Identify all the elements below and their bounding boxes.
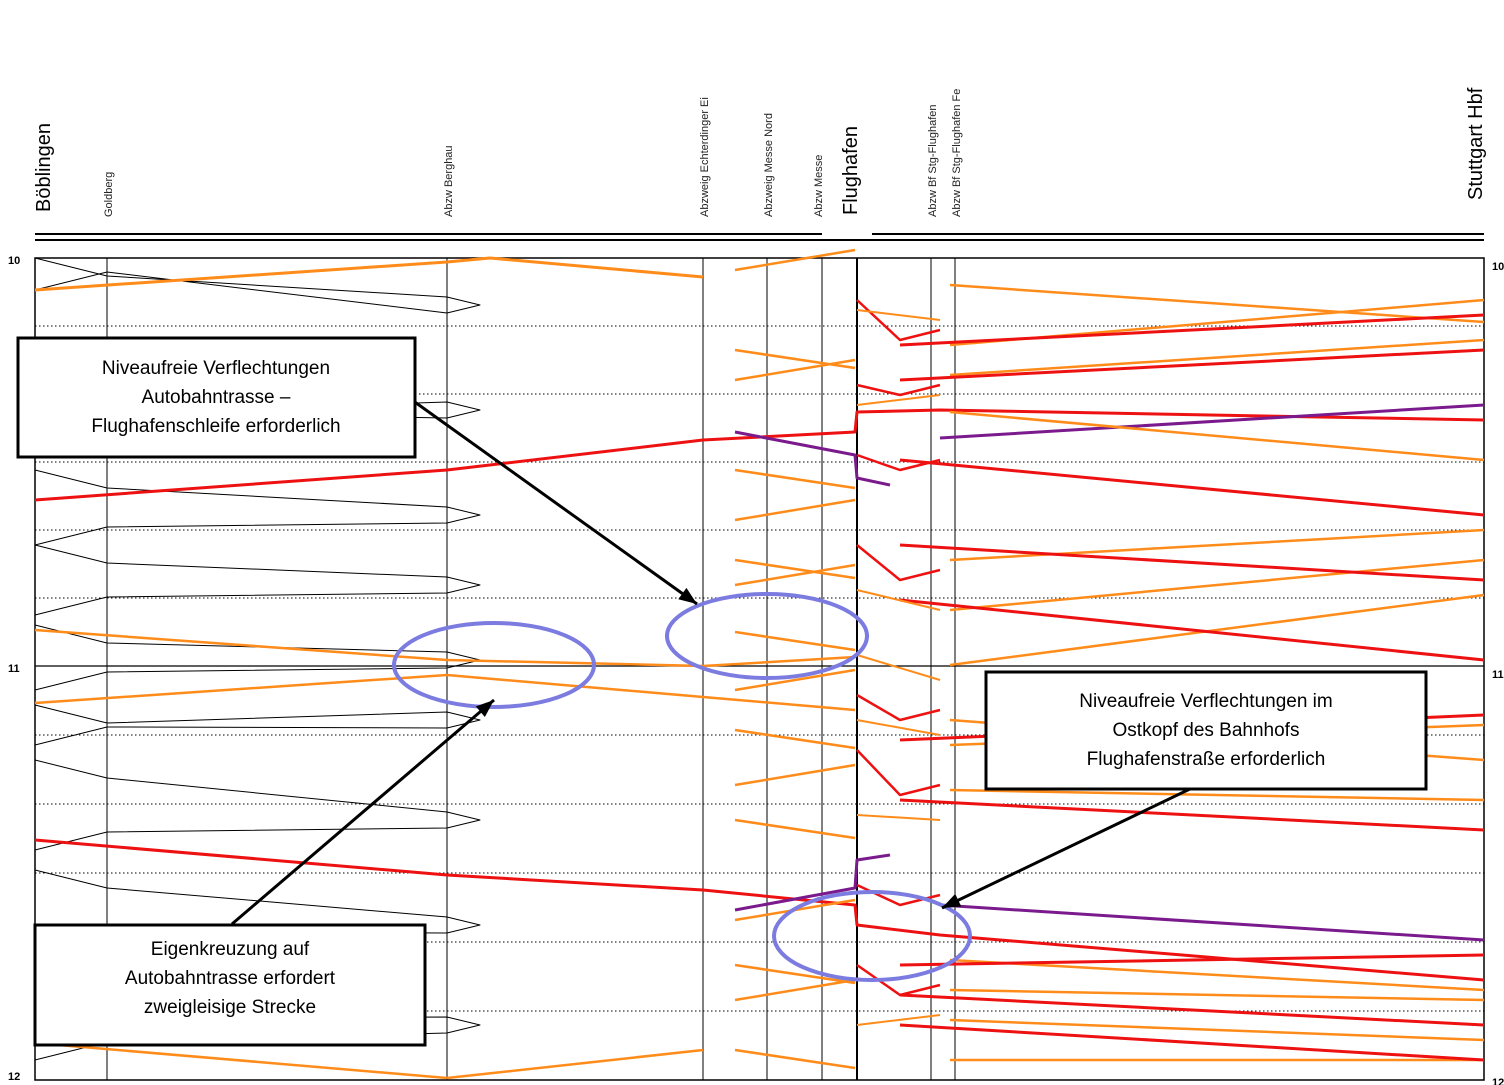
- conflict-ellipses: [394, 594, 970, 980]
- red-train-path: [900, 315, 1484, 345]
- orange-train-path: [950, 990, 1484, 1000]
- orange-train-path: [735, 350, 855, 368]
- black-train-path: [35, 545, 480, 615]
- orange-train-path: [950, 340, 1484, 375]
- orange-train-path: [735, 730, 855, 748]
- callout-box-top-left: Niveaufreie Verflechtungen Autobahntrasse…: [18, 338, 415, 457]
- callout-box-right: Niveaufreie Verflechtungen im Ostkopf des…: [986, 672, 1426, 789]
- orange-train-path: [35, 630, 855, 666]
- red-train-path: [857, 300, 940, 340]
- callout-arrowhead: [942, 894, 961, 908]
- black-train-path: [35, 470, 480, 545]
- orange-train-path: [735, 765, 855, 785]
- orange-train-path: [857, 815, 940, 820]
- hour-label-left: 11: [8, 663, 20, 675]
- station-label: Flughafen: [840, 126, 862, 215]
- hour-label-right: 10: [1492, 261, 1504, 273]
- red-train-path: [857, 695, 940, 720]
- orange-train-path: [447, 1050, 703, 1078]
- orange-train-path: [950, 530, 1484, 560]
- callout-text-line: Ostkopf des Bahnhofs: [1113, 720, 1300, 741]
- orange-train-path: [35, 258, 703, 290]
- callout-text-line: Flughafenschleife erforderlich: [91, 416, 340, 437]
- red-train-path: [900, 350, 1484, 380]
- orange-train-path: [735, 980, 855, 1000]
- station-label: Goldberg: [103, 172, 115, 217]
- station-label: Abzweig Echterdinger Ei: [699, 97, 711, 217]
- orange-train-path: [857, 1015, 940, 1025]
- orange-train-path: [735, 820, 855, 838]
- black-train-path: [35, 705, 480, 745]
- red-train-path: [857, 545, 940, 580]
- station-labels: Böblingen Goldberg Abzw Berghau Abzweig Ech…: [33, 87, 1487, 217]
- station-label: Abzw Berghau: [443, 145, 455, 217]
- orange-train-path: [735, 670, 855, 690]
- callout-arrow-line: [942, 788, 1192, 908]
- station-label: Böblingen: [33, 123, 55, 212]
- orange-train-path: [35, 675, 855, 710]
- orange-train-path: [857, 310, 940, 320]
- callout-arrows: [232, 400, 1192, 924]
- station-label: Abzweig Messe Nord: [763, 113, 775, 217]
- orange-train-path: [735, 632, 855, 650]
- orange-train-path: [735, 470, 855, 488]
- red-train-path: [857, 750, 940, 795]
- orange-train-path: [950, 960, 1484, 990]
- callout-box-bottom-left: Eigenkreuzung auf Autobahntrasse erforder…: [35, 925, 425, 1045]
- callout-text-line: Autobahntrasse erfordert: [125, 968, 336, 989]
- station-label: Stuttgart Hbf: [1465, 87, 1487, 200]
- callout-text-line: zweigleisige Strecke: [144, 997, 316, 1018]
- orange-train-path: [735, 1050, 855, 1068]
- orange-train-path: [857, 655, 940, 680]
- orange-train-path: [35, 1043, 447, 1078]
- orange-train-path: [857, 590, 940, 610]
- hour-label-left: 12: [8, 1071, 20, 1083]
- orange-train-path: [735, 965, 855, 983]
- callouts: Niveaufreie Verflechtungen Autobahntrasse…: [18, 338, 1426, 1045]
- black-train-path: [35, 760, 480, 850]
- orange-train-path: [735, 360, 855, 380]
- callout-arrow-line: [412, 400, 697, 604]
- callout-arrowhead: [678, 588, 697, 604]
- purple-train-path: [940, 405, 1484, 438]
- red-train-path: [900, 460, 1484, 515]
- orange-train-path: [950, 560, 1484, 610]
- conflict-ellipse: [394, 623, 594, 707]
- orange-train-path: [950, 790, 1484, 800]
- red-train-path: [900, 545, 1484, 580]
- hour-label-left: 10: [8, 255, 20, 267]
- orange-train-path: [950, 1020, 1484, 1040]
- station-label: Abzw Bf Stg-Flughafen Fe: [951, 89, 963, 217]
- orange-train-path: [857, 395, 940, 405]
- callout-text-line: Autobahntrasse –: [142, 387, 291, 408]
- orange-train-path: [735, 250, 855, 270]
- hour-label-right: 12: [1492, 1077, 1504, 1085]
- callout-text-line: Eigenkreuzung auf: [151, 939, 310, 960]
- orange-train-path: [950, 285, 1484, 322]
- orange-train-path: [857, 720, 940, 735]
- orange-train-path: [950, 595, 1484, 665]
- orange-train-path: [735, 500, 855, 520]
- station-label: Abzw Messe: [813, 155, 825, 217]
- hour-label-right: 11: [1492, 669, 1504, 681]
- red-train-path: [857, 455, 940, 470]
- callout-arrow-line: [232, 700, 494, 924]
- red-train-path: [900, 600, 1484, 660]
- callout-text-line: Niveaufreie Verflechtungen im: [1079, 691, 1332, 712]
- callout-text-line: Flughafenstraße erforderlich: [1087, 749, 1326, 770]
- purple-train-path: [940, 905, 1484, 940]
- callout-text-line: Niveaufreie Verflechtungen: [102, 358, 330, 379]
- station-label: Abzw Bf Stg-Flughafen: [927, 104, 939, 217]
